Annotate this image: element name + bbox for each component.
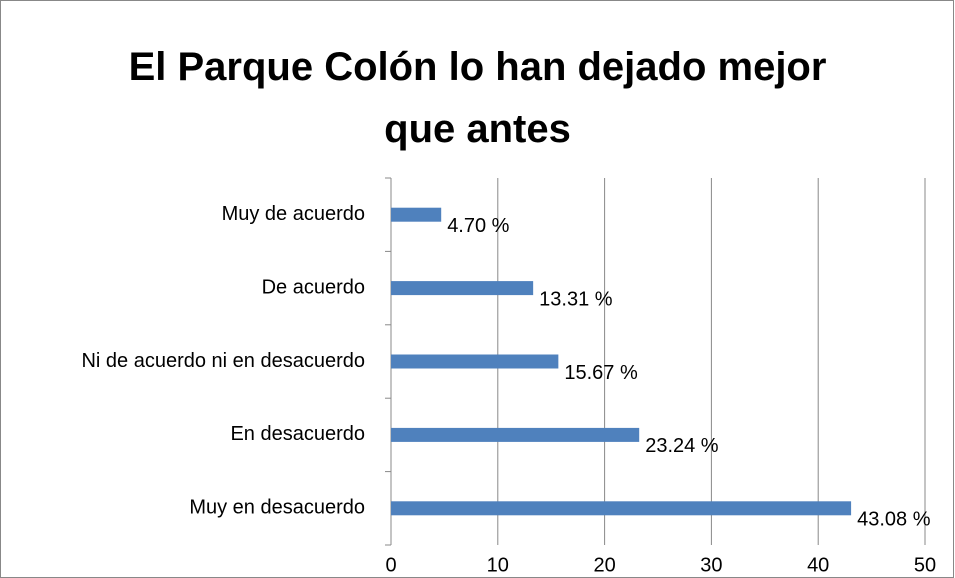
value-label: 4.70 % (447, 215, 509, 237)
y-tick-label: Muy de acuerdo (222, 203, 365, 225)
bar (391, 207, 442, 222)
y-tick-label: De acuerdo (262, 276, 365, 298)
x-tick-label: 0 (385, 554, 396, 576)
bar (391, 281, 534, 296)
chart-title: El Parque Colón lo han dejado mejor que … (128, 45, 827, 151)
value-label: 23.24 % (645, 435, 719, 457)
value-label: 43.08 % (857, 509, 931, 531)
x-tick-label: 10 (487, 554, 509, 576)
y-tick-label: Ni de acuerdo ni en desacuerdo (81, 350, 365, 372)
value-label: 13.31 % (539, 288, 613, 310)
x-tick-label: 50 (914, 554, 936, 576)
y-tick-label: En desacuerdo (230, 423, 365, 445)
x-tick-label: 30 (700, 554, 722, 576)
x-tick-label: 20 (593, 554, 615, 576)
x-tick-label: 40 (807, 554, 829, 576)
y-tick-label: Muy en desacuerdo (189, 497, 365, 519)
bar (391, 354, 559, 369)
bar (391, 501, 852, 516)
bar (391, 427, 640, 442)
value-label: 15.67 % (564, 362, 638, 384)
